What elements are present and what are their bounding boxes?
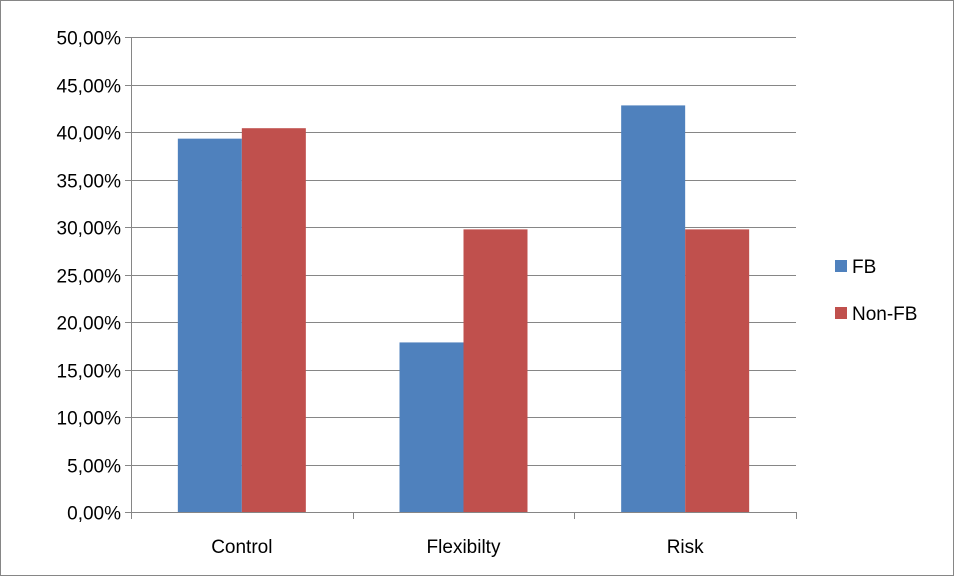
legend-swatch-fb: [835, 260, 847, 272]
bar-fb-risk: [621, 105, 686, 513]
x-tick-label: Flexibilty: [427, 537, 501, 558]
bar-non-fb-risk: [685, 229, 750, 512]
bar-non-fb-control: [241, 128, 306, 512]
bar-fb-control: [177, 138, 242, 512]
y-tick-label: 50,00%: [57, 29, 122, 50]
y-tick-label: 15,00%: [57, 362, 122, 383]
y-tick-label: 10,00%: [57, 409, 122, 430]
legend-swatch-non-fb: [835, 307, 847, 319]
y-tick-label: 0,00%: [67, 504, 121, 525]
bar-non-fb-flexibilty: [463, 229, 528, 512]
y-tick-label: 30,00%: [57, 219, 122, 240]
bar-fb-flexibilty: [399, 342, 464, 512]
legend-label: FB: [852, 257, 876, 278]
y-tick-label: 40,00%: [57, 124, 122, 145]
y-tick-label: 45,00%: [57, 77, 122, 98]
y-tick-label: 5,00%: [67, 457, 121, 478]
legend-label: Non-FB: [852, 304, 917, 325]
y-tick-label: 20,00%: [57, 314, 122, 335]
x-tick-label: Control: [211, 537, 272, 558]
bars: [177, 105, 750, 513]
y-tick-label: 35,00%: [57, 172, 122, 193]
x-tick-label: Risk: [667, 537, 704, 558]
axes: 0,00% 5,00% 10,00% 15,00% 20,00% 25,00% 30,00%…: [57, 29, 797, 558]
legend: FB Non-FB: [835, 257, 917, 325]
y-tick-label: 25,00%: [57, 267, 122, 288]
